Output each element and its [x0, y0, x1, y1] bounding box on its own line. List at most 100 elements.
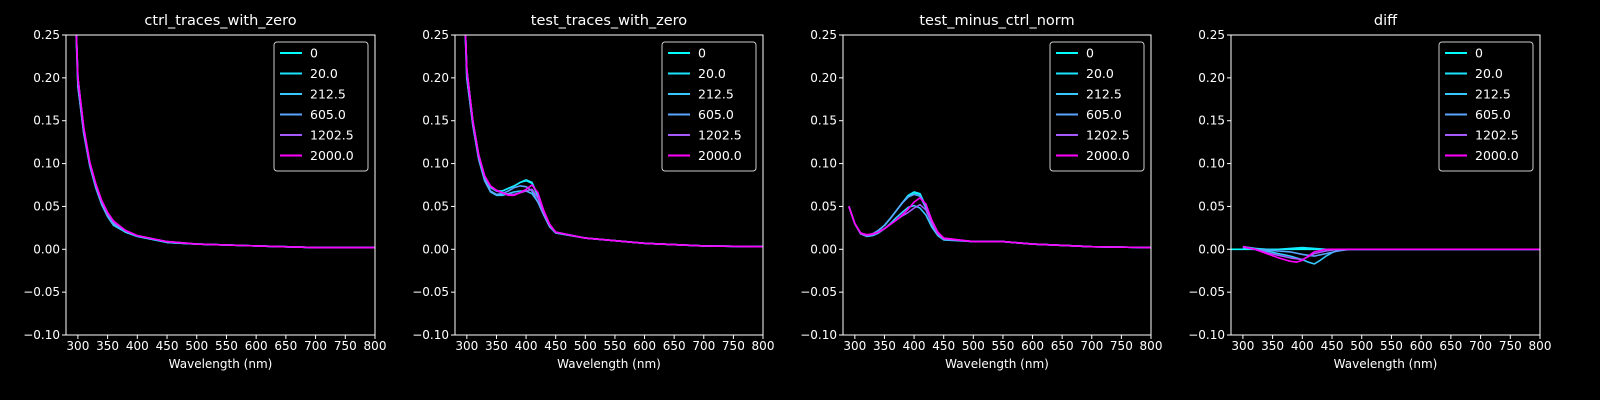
y-tick-label: 0.10	[1198, 157, 1225, 171]
legend-label: 1202.5	[310, 128, 354, 143]
chart-title: diff	[1374, 13, 1398, 29]
legend: 0 20.0 212.5 605.0 1202.5 2000.0	[1049, 41, 1145, 172]
x-tick-label: 600	[633, 339, 656, 353]
legend-label: 605.0	[698, 107, 734, 122]
x-tick-label: 600	[1410, 339, 1433, 353]
x-tick-label: 500	[1350, 339, 1373, 353]
legend-label: 0	[1475, 46, 1483, 61]
series-group	[848, 191, 1151, 249]
subplot-2: 300 350 400 450 500 550 600 650 700 750 800 −0.10 −0…	[800, 13, 1162, 371]
legend-label: 1202.5	[1086, 128, 1130, 143]
legend-label: 2000.0	[1086, 148, 1130, 163]
x-axis-label: Wavelength (nm)	[945, 357, 1049, 371]
y-tick-label: 0.15	[1198, 114, 1225, 128]
y-tick-label: 0.20	[33, 71, 60, 85]
x-tick-label: 750	[334, 339, 357, 353]
axes-frame	[842, 34, 1152, 336]
x-axis-label: Wavelength (nm)	[1334, 357, 1438, 371]
legend-label: 20.0	[310, 66, 338, 81]
y-tick-label: 0.05	[1198, 199, 1225, 213]
x-tick-label: 500	[962, 339, 985, 353]
legend-label: 20.0	[698, 66, 726, 81]
x-tick-label: 400	[515, 339, 538, 353]
x-tick-label: 500	[574, 339, 597, 353]
x-tick-label: 300	[1231, 339, 1254, 353]
x-tick-label: 500	[185, 339, 208, 353]
x-tick-label: 450	[932, 339, 955, 353]
x-tick-label: 350	[1261, 339, 1284, 353]
y-tick-label: 0.05	[810, 199, 837, 213]
subplot-0: 300 350 400 450 500 550 600 650 700 750 800 −0.10 −0…	[23, 13, 386, 371]
y-tick-label: 0.05	[422, 199, 449, 213]
y-tick-label: 0.00	[33, 242, 60, 256]
legend-label: 2000.0	[310, 148, 354, 163]
y-tick-label: −0.05	[800, 285, 837, 299]
x-tick-label: 600	[245, 339, 268, 353]
axes-frame	[1230, 34, 1541, 336]
x-axis-label: Wavelength (nm)	[169, 357, 273, 371]
x-tick-label: 550	[991, 339, 1014, 353]
y-tick-label: −0.05	[23, 285, 60, 299]
y-tick-label: 0.00	[1198, 242, 1225, 256]
legend-label: 212.5	[1475, 87, 1511, 102]
axes-frame	[454, 34, 764, 336]
legend: 0 20.0 212.5 605.0 1202.5 2000.0	[1438, 41, 1534, 172]
x-tick-label: 700	[1469, 339, 1492, 353]
y-tick-label: 0.25	[810, 28, 837, 42]
x-tick-label: 750	[1110, 339, 1133, 353]
subplot-1: 300 350 400 450 500 550 600 650 700 750 800 −0.10 −0…	[412, 13, 775, 371]
y-tick-label: 0.15	[810, 114, 837, 128]
legend-label: 605.0	[1475, 107, 1511, 122]
y-tick-label: 0.15	[33, 114, 60, 128]
x-tick-label: 800	[1529, 339, 1552, 353]
x-axis-label: Wavelength (nm)	[557, 357, 661, 371]
chart-title: ctrl_traces_with_zero	[144, 13, 296, 29]
x-tick-label: 300	[455, 339, 478, 353]
x-tick-label: 450	[544, 339, 567, 353]
legend-label: 1202.5	[1475, 128, 1519, 143]
y-tick-label: 0.20	[422, 71, 449, 85]
x-tick-label: 700	[692, 339, 715, 353]
chart-title: test_minus_ctrl_norm	[919, 13, 1074, 29]
y-tick-label: 0.10	[33, 157, 60, 171]
series-group	[1231, 245, 1540, 265]
legend: 0 20.0 212.5 605.0 1202.5 2000.0	[661, 41, 757, 172]
series-line-2000.0	[848, 197, 1151, 249]
legend-label: 2000.0	[1475, 148, 1519, 163]
x-tick-label: 400	[903, 339, 926, 353]
y-tick-label: 0.25	[422, 28, 449, 42]
y-tick-label: 0.25	[1198, 28, 1225, 42]
x-tick-label: 800	[752, 339, 775, 353]
y-tick-label: 0.25	[33, 28, 60, 42]
axes-frame	[65, 34, 376, 336]
series-line-2000.0	[75, 35, 375, 249]
x-tick-label: 350	[96, 339, 119, 353]
y-tick-label: 0.10	[422, 157, 449, 171]
x-tick-label: 800	[1140, 339, 1163, 353]
y-tick-label: 0.05	[33, 199, 60, 213]
y-tick-label: 0.15	[422, 114, 449, 128]
x-tick-label: 750	[722, 339, 745, 353]
chart-title: test_traces_with_zero	[531, 13, 688, 29]
series-line-2000.0	[1242, 245, 1540, 263]
y-tick-label: −0.10	[800, 328, 837, 342]
x-tick-label: 700	[304, 339, 327, 353]
x-tick-label: 700	[1080, 339, 1103, 353]
x-tick-label: 600	[1021, 339, 1044, 353]
x-tick-label: 400	[1291, 339, 1314, 353]
series-group	[75, 35, 375, 249]
legend-label: 20.0	[1086, 66, 1114, 81]
x-tick-label: 350	[873, 339, 896, 353]
legend-label: 20.0	[1475, 66, 1503, 81]
legend-label: 0	[1086, 46, 1094, 61]
legend-label: 212.5	[698, 87, 734, 102]
legend-label: 605.0	[310, 107, 346, 122]
x-tick-label: 650	[274, 339, 297, 353]
x-tick-label: 750	[1499, 339, 1522, 353]
y-tick-label: −0.05	[1188, 285, 1225, 299]
y-tick-label: −0.10	[412, 328, 449, 342]
x-tick-label: 550	[1380, 339, 1403, 353]
x-tick-label: 450	[1321, 339, 1344, 353]
x-tick-label: 350	[485, 339, 508, 353]
